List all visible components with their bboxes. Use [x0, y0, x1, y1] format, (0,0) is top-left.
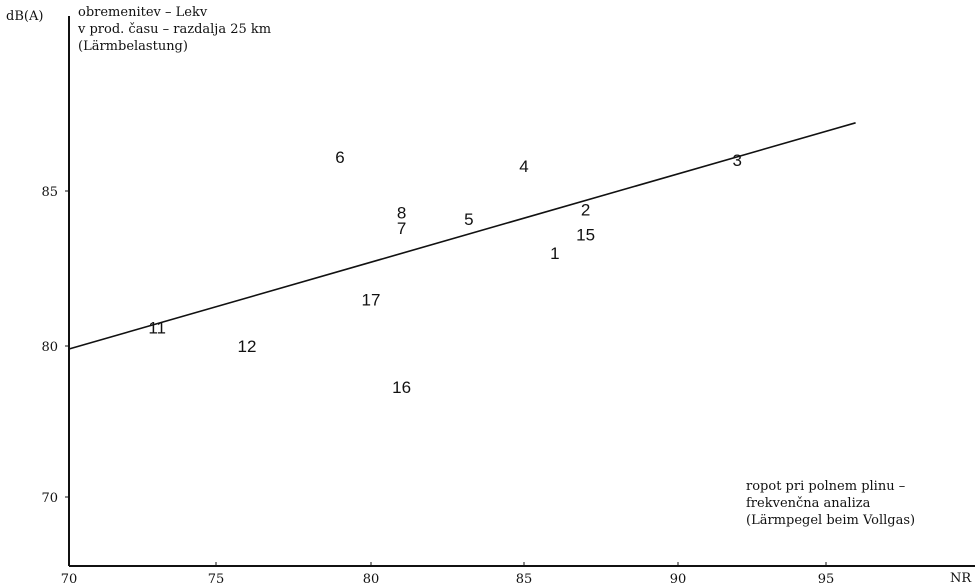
annotation-bottom-line: ropot pri polnem plinu –	[746, 479, 906, 494]
point-label: 3	[732, 151, 741, 170]
x-tick-label: 90	[670, 572, 687, 587]
x-tick-label: 85	[516, 572, 533, 587]
axes	[68, 16, 975, 567]
annotation-top-line: (Lärmbelastung)	[78, 39, 188, 54]
point-label: 8	[397, 204, 406, 223]
annotation-top-line: v prod. času – razdalja 25 km	[78, 22, 272, 37]
y-tick-labels: 70 80 85	[41, 185, 69, 506]
y-tick-label: 70	[41, 491, 58, 506]
annotation-top: obremenitev – Lekv v prod. času – razdal…	[78, 4, 271, 55]
x-axis-label: NR	[950, 571, 972, 586]
x-tick-label: 80	[363, 572, 380, 587]
point-label: 6	[335, 148, 344, 167]
annotation-bottom: ropot pri polnem plinu – frekvenčna anal…	[746, 478, 915, 529]
x-tick-labels: 70 75 80 85 90 95	[61, 562, 835, 587]
x-tick-label: 70	[61, 572, 78, 587]
point-label: 4	[519, 157, 528, 176]
point-label: 11	[148, 318, 166, 337]
point-label: 2	[581, 201, 590, 220]
point-label: 1	[550, 244, 559, 263]
annotation-top-line: obremenitev – Lekv	[78, 5, 208, 20]
y-tick-label: 85	[41, 185, 58, 200]
point-label: 17	[362, 291, 381, 310]
x-tick-label: 75	[208, 572, 225, 587]
regression-line	[68, 122, 856, 350]
annotation-bottom-line: frekvenčna analiza	[746, 496, 871, 511]
point-label: 15	[576, 225, 595, 244]
point-label: 7	[397, 219, 406, 238]
annotation-bottom-line: (Lärmpegel beim Vollgas)	[746, 513, 916, 528]
y-tick-label: 80	[41, 340, 58, 355]
y-axis-label: dB(A)	[6, 9, 43, 24]
point-label: 16	[392, 378, 411, 397]
x-tick-label: 95	[818, 572, 835, 587]
point-label: 12	[238, 337, 257, 356]
point-label: 5	[464, 210, 473, 229]
